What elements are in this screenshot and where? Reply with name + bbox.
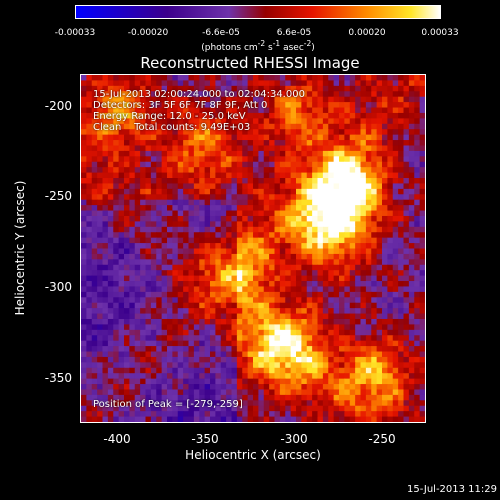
y-tick-label: -250 (44, 189, 72, 203)
y-axis-label: Heliocentric Y (arcsec) (13, 180, 27, 316)
y-tick-label: -200 (44, 99, 72, 113)
image-title: Reconstructed RHESSI Image (140, 54, 360, 72)
rhessi-image (81, 75, 425, 422)
x-tick-label: -350 (191, 432, 219, 446)
colorbar-units: (photons cm-2 s-1 asec-2) (201, 39, 315, 53)
peak-position-label: Position of Peak = [-279,-259] (93, 399, 243, 410)
x-tick-label: -300 (280, 432, 308, 446)
y-tick-label: -350 (44, 371, 72, 385)
colorbar-tick: -0.00020 (127, 28, 169, 38)
colorbar-tick: 6.6e-05 (276, 28, 312, 38)
colorbar-tick: 0.00020 (348, 28, 386, 38)
y-tick-label: -300 (44, 280, 72, 294)
rhessi-image-panel: 15-Jul-2013 02:00:24.000 to 02:04:34.000… (80, 74, 426, 423)
colorbar (75, 5, 441, 19)
colorbar-tick: -6.6e-05 (202, 28, 240, 38)
x-tick-label: -250 (368, 432, 396, 446)
colorbar-tick: 0.00033 (421, 28, 459, 38)
detectors-label: Detectors: 3F 5F 6F 7F 8F 9F, Att 0 (93, 100, 268, 111)
counts-label: Clean Total counts: 9.49E+03 (93, 122, 251, 133)
x-tick-label: -400 (103, 432, 131, 446)
footer-timestamp: 15-Jul-2013 11:29 (406, 484, 497, 495)
x-axis-label: Heliocentric X (arcsec) (185, 448, 321, 462)
time-range-label: 15-Jul-2013 02:00:24.000 to 02:04:34.000 (93, 89, 305, 100)
energy-range-label: Energy Range: 12.0 - 25.0 keV (93, 111, 246, 122)
colorbar-tick: -0.00033 (54, 28, 96, 38)
